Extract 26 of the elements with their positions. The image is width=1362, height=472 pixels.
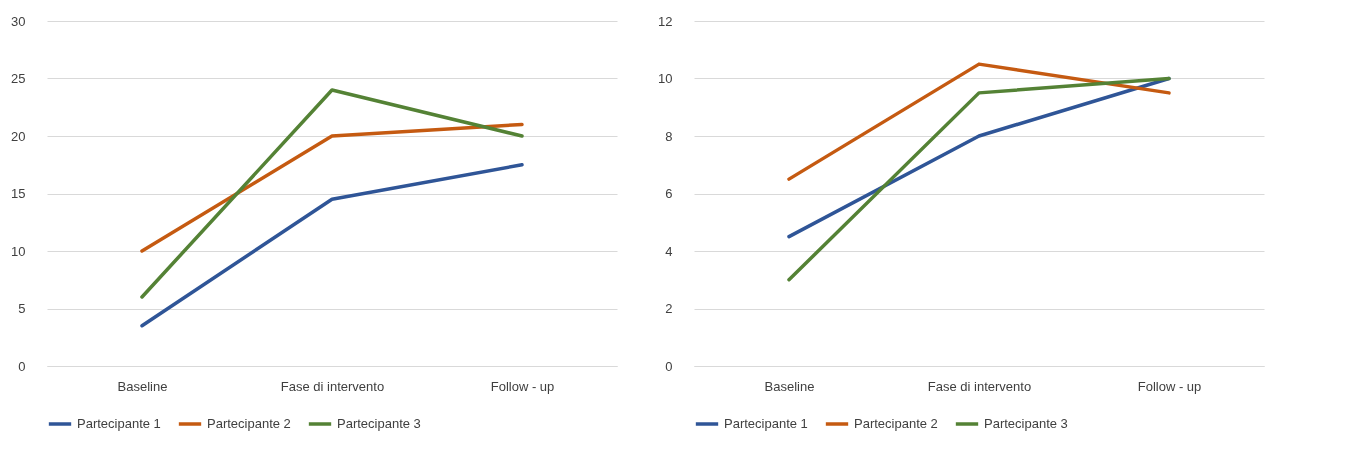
x-tick-label: Baseline [764,378,815,394]
legend-label: Partecipante 1 [724,416,808,431]
y-tick-label: 8 [665,128,673,144]
x-tick-label: Fase di intervento [927,378,1032,394]
x-tick-label: Fase di intervento [280,378,385,394]
y-tick-label: 4 [665,243,673,259]
y-tick-label: 30 [11,13,26,29]
y-tick-label: 12 [658,13,673,29]
y-tick-label: 25 [11,71,26,86]
y-tick-label: 15 [11,186,26,201]
legend-label: Partecipante 1 [77,416,161,431]
x-tick-label: Follow - up [490,378,555,394]
x-tick-label: Follow - up [1137,378,1202,394]
legend-label: Partecipante 3 [337,416,421,431]
legend-label: Partecipante 2 [207,416,291,431]
y-tick-label: 0 [18,358,26,374]
y-tick-label: 2 [665,301,673,316]
y-tick-label: 0 [665,358,673,374]
legend-label: Partecipante 3 [984,416,1068,431]
y-tick-label: 10 [658,71,673,86]
x-tick-label: Baseline [117,378,168,394]
y-tick-label: 5 [18,301,26,316]
y-tick-label: 10 [11,243,26,259]
y-tick-label: 6 [665,186,673,201]
y-tick-label: 20 [11,128,26,144]
legend-label: Partecipante 2 [854,416,938,431]
